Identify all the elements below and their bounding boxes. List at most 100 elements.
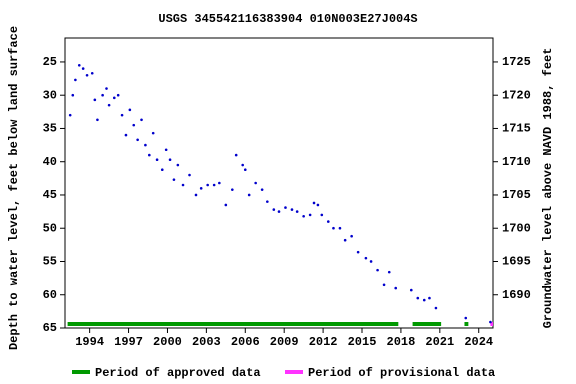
data-point (308, 213, 312, 217)
data-point (124, 133, 128, 137)
y-tick-label: 30 (43, 88, 57, 102)
legend-label: Period of provisional data (308, 366, 495, 380)
data-point (387, 270, 391, 274)
data-point (376, 268, 379, 272)
data-point (277, 210, 281, 213)
data-point (155, 158, 159, 162)
y-tick-label: 35 (43, 122, 57, 136)
x-tick-label: 2012 (309, 335, 338, 349)
y-tick-label: 45 (43, 188, 57, 202)
y2-axis-label: Groundwater level above NAVD 1988, feet (541, 48, 555, 329)
data-point (260, 188, 264, 191)
plot-frame (64, 37, 494, 329)
data-point (128, 108, 132, 112)
x-tick-label: 2003 (192, 335, 221, 349)
data-point (71, 93, 75, 97)
data-point (96, 118, 99, 122)
data-point (151, 131, 155, 135)
data-point (188, 173, 191, 177)
data-point (199, 187, 203, 190)
data-point (101, 93, 104, 97)
y-axis-label: Depth to water level, feet below land su… (7, 26, 21, 350)
data-point (181, 183, 185, 187)
period-bar (464, 322, 469, 326)
y2-tick-label: 1715 (502, 122, 531, 136)
x-tick-label: 2021 (425, 335, 454, 349)
period-bar (67, 322, 399, 326)
data-point (284, 206, 287, 209)
data-point (266, 200, 269, 203)
data-point (172, 178, 176, 181)
y2-tick-label: 1705 (502, 188, 531, 202)
data-point (218, 181, 221, 185)
data-point (120, 113, 124, 117)
y2-tick-label: 1700 (502, 221, 531, 235)
data-point (105, 87, 108, 90)
data-point (212, 183, 216, 187)
data-point (369, 260, 373, 263)
data-point (234, 153, 238, 157)
x-tick-label: 2009 (270, 335, 299, 349)
data-point (164, 148, 168, 152)
data-point (206, 183, 209, 187)
data-point (168, 158, 172, 162)
data-point (394, 286, 398, 290)
x-tick-label: 2018 (387, 335, 416, 349)
data-point (272, 208, 276, 211)
data-point (176, 163, 180, 167)
period-bar (490, 322, 493, 326)
data-point (160, 168, 164, 171)
data-point (224, 203, 228, 207)
y2-tick-label: 1720 (502, 88, 531, 102)
y-tick-label: 50 (43, 221, 57, 235)
y2-tick-label: 1725 (502, 55, 531, 69)
data-point (416, 296, 420, 300)
data-point (241, 163, 244, 167)
data-point (434, 306, 438, 310)
data-point (382, 283, 386, 287)
data-point (290, 208, 294, 211)
data-point (428, 296, 431, 300)
data-point (136, 138, 139, 142)
data-point (77, 63, 81, 67)
x-tick-label: 1997 (114, 335, 143, 349)
data-point (338, 226, 342, 230)
data-point (409, 288, 413, 292)
data-point (144, 143, 147, 147)
x-tick-label: 2006 (231, 335, 260, 349)
data-point (422, 298, 426, 302)
data-point (81, 67, 85, 70)
y2-tick-label: 1710 (502, 155, 531, 169)
data-point (93, 98, 97, 102)
data-point (320, 213, 324, 217)
data-point (312, 201, 316, 205)
data-point (326, 220, 330, 223)
x-tick-label: 2024 (464, 335, 493, 349)
data-point (316, 203, 320, 207)
x-tick-label: 2015 (348, 335, 377, 349)
data-point (90, 71, 94, 75)
y2-tick-label: 1690 (502, 288, 531, 302)
y-tick-label: 40 (43, 155, 57, 169)
y-tick-label: 60 (43, 288, 57, 302)
x-tick-label: 2000 (153, 335, 182, 349)
data-point (464, 316, 468, 320)
data-point (85, 73, 89, 77)
data-point (231, 188, 234, 191)
y-tick-label: 65 (43, 321, 57, 335)
data-point (364, 256, 368, 260)
data-point (343, 238, 347, 242)
data-point (295, 210, 299, 213)
chart-title: USGS 345542116383904 010N003E27J004S (158, 12, 417, 26)
data-point (148, 153, 151, 157)
data-point (140, 118, 143, 122)
data-point (68, 113, 72, 117)
data-point (74, 78, 77, 82)
x-tick-label: 1994 (75, 335, 104, 349)
data-point (247, 193, 251, 197)
data-point (489, 320, 492, 324)
period-bar (412, 322, 442, 326)
